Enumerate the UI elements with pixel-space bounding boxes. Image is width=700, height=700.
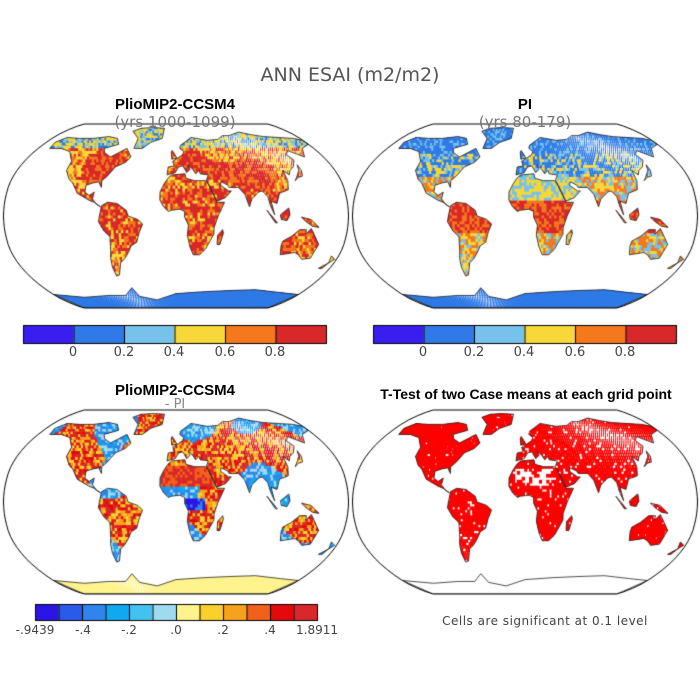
panel-a-subtitle: (yrs 1000-1099) (114, 113, 236, 131)
panel-c-title: PlioMIP2-CCSM4 (114, 382, 235, 399)
panel-b-title: PI (517, 96, 533, 113)
panel-d-title: T-Test of two Case means at each grid po… (380, 386, 672, 402)
colorbar-tick-label: -.4 (75, 623, 91, 637)
colorbar-tick-label: 0.2 (113, 345, 135, 360)
colorbar-tick-label: -.2 (121, 623, 137, 637)
colorbar-tick-label: 0.8 (614, 345, 636, 360)
colorbar-tick-label: 1.8911 (296, 623, 338, 637)
significance-footnote: Cells are significant at 0.1 level (442, 614, 648, 628)
colorbar-tick-label: .0 (170, 623, 182, 637)
colorbar-tick-label: .2 (217, 623, 229, 637)
colorbar-tick-label: 0.2 (463, 345, 485, 360)
figure-title: ANN ESAI (m2/m2) (260, 64, 440, 86)
colorbar-tick-label: .4 (264, 623, 276, 637)
panel-b-subtitle: (yrs 80-179) (478, 113, 572, 131)
colorbar-tick-label: 0.6 (564, 345, 586, 360)
colorbar-tick-label: 0.6 (214, 345, 236, 360)
colorbar-tick-label: 0.8 (264, 345, 286, 360)
panel-a-title: PlioMIP2-CCSM4 (114, 96, 235, 113)
colorbar-tick-label: 0 (418, 345, 428, 360)
panel-c-subtitle: - PI (164, 397, 186, 412)
colorbar-tick-label: 0 (68, 345, 78, 360)
colorbar-tick-label: -.9439 (15, 623, 55, 637)
colorbar-tick-label: 0.4 (163, 345, 185, 360)
colorbar-tick-label: 0.4 (513, 345, 535, 360)
